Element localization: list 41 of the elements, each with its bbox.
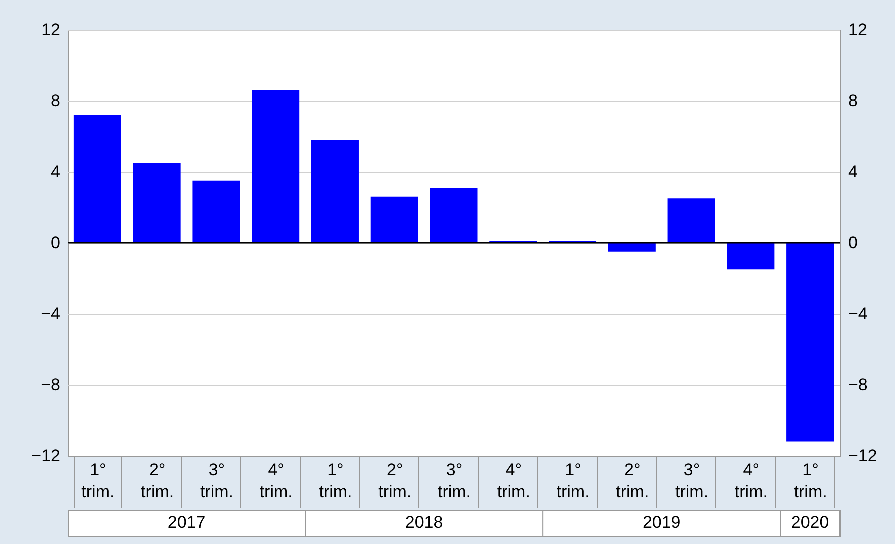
y-tick-label: 8: [51, 92, 60, 110]
bar: [668, 198, 716, 243]
y2-tick-label: 12: [848, 20, 868, 40]
bar: [252, 90, 300, 243]
y-tick-label: 0: [51, 234, 60, 252]
bar: [430, 188, 478, 243]
bar: [192, 180, 240, 243]
y-tick-label: −12: [32, 446, 60, 466]
x-tick-label: 1° trim.: [556, 460, 590, 502]
y2-tick-label: −8: [848, 376, 868, 394]
y-tick-label: −4: [41, 304, 60, 324]
y-tick-label: −8: [41, 376, 60, 394]
x-tick-label: 1° trim.: [319, 460, 352, 502]
bar: [133, 163, 181, 243]
x-tick-label: 4° trim.: [260, 460, 293, 502]
y2-tick-label: −12: [848, 446, 878, 466]
x-tick-label: 4° trim.: [734, 460, 768, 502]
text: 2019: [642, 513, 681, 532]
x-tick-label: 2° trim.: [378, 460, 412, 502]
x-tick-label: 2° trim.: [616, 460, 650, 502]
x-tick-label: 2° trim.: [141, 460, 174, 502]
text: 2020: [791, 513, 830, 532]
y2-tick-label: 4: [848, 162, 858, 182]
x-tick-label: 1° trim.: [82, 460, 115, 502]
text: 2017: [168, 513, 206, 532]
x-tick-label: 3° trim.: [676, 460, 709, 502]
y2-tick-label: 8: [848, 92, 858, 110]
x-tick-label: 4° trim.: [497, 460, 530, 502]
x-tick-label: 3° trim.: [200, 460, 234, 502]
text: 2018: [405, 513, 444, 532]
y-tick-label: 4: [51, 162, 60, 182]
bar: [786, 243, 834, 442]
y2-tick-label: 0: [848, 234, 858, 252]
x-tick-label: 1° trim.: [794, 460, 828, 502]
y2-tick-label: −4: [848, 304, 868, 324]
bar: [727, 243, 775, 270]
bar: [74, 115, 122, 243]
bar: [311, 140, 359, 243]
y-tick-label: 12: [42, 20, 60, 40]
bar: [370, 196, 418, 243]
x-tick-label: 3° trim.: [438, 460, 472, 502]
